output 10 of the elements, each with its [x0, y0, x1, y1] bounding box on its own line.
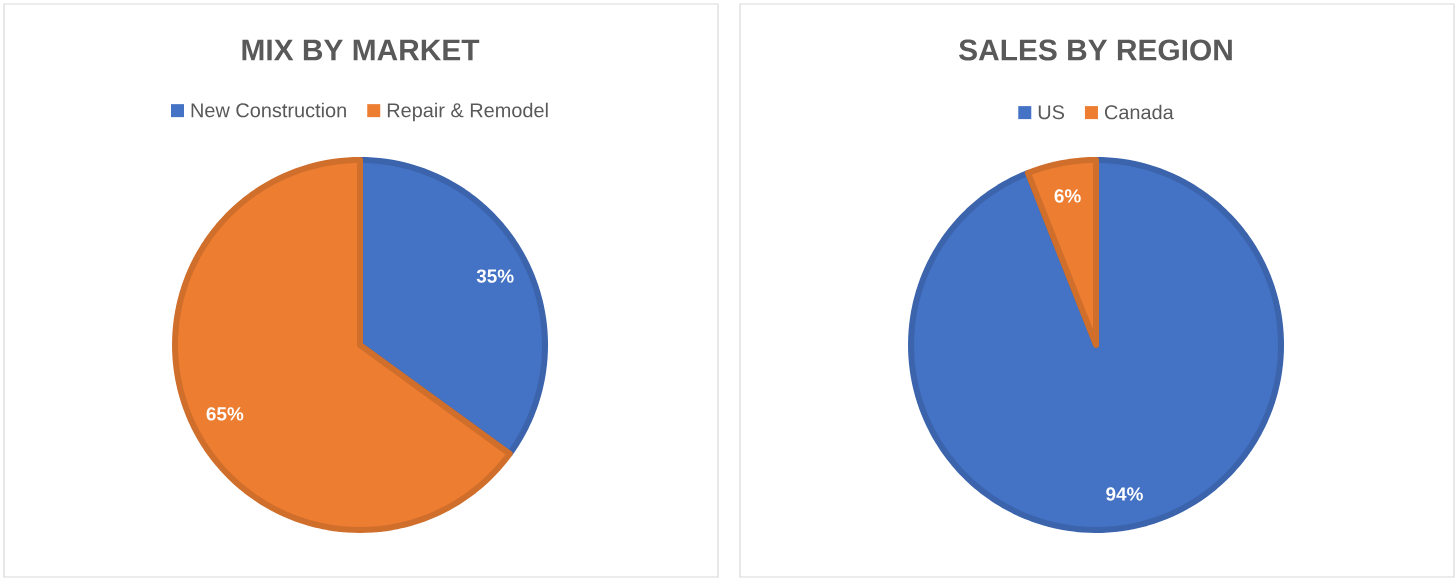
legend-label: New Construction — [191, 102, 346, 118]
chart-title: MIX BY MARKET — [242, 39, 480, 61]
legend-label: Repair & Remodel — [387, 102, 548, 122]
legend-label: US — [1038, 105, 1065, 120]
data-label: 6% — [1054, 189, 1081, 203]
chart-title: SALES BY REGION — [959, 39, 1232, 61]
legend-label: Canada — [1104, 104, 1174, 120]
data-label: 65% — [206, 407, 244, 421]
data-label: 94% — [1106, 487, 1143, 501]
data-label: 35% — [476, 269, 514, 283]
